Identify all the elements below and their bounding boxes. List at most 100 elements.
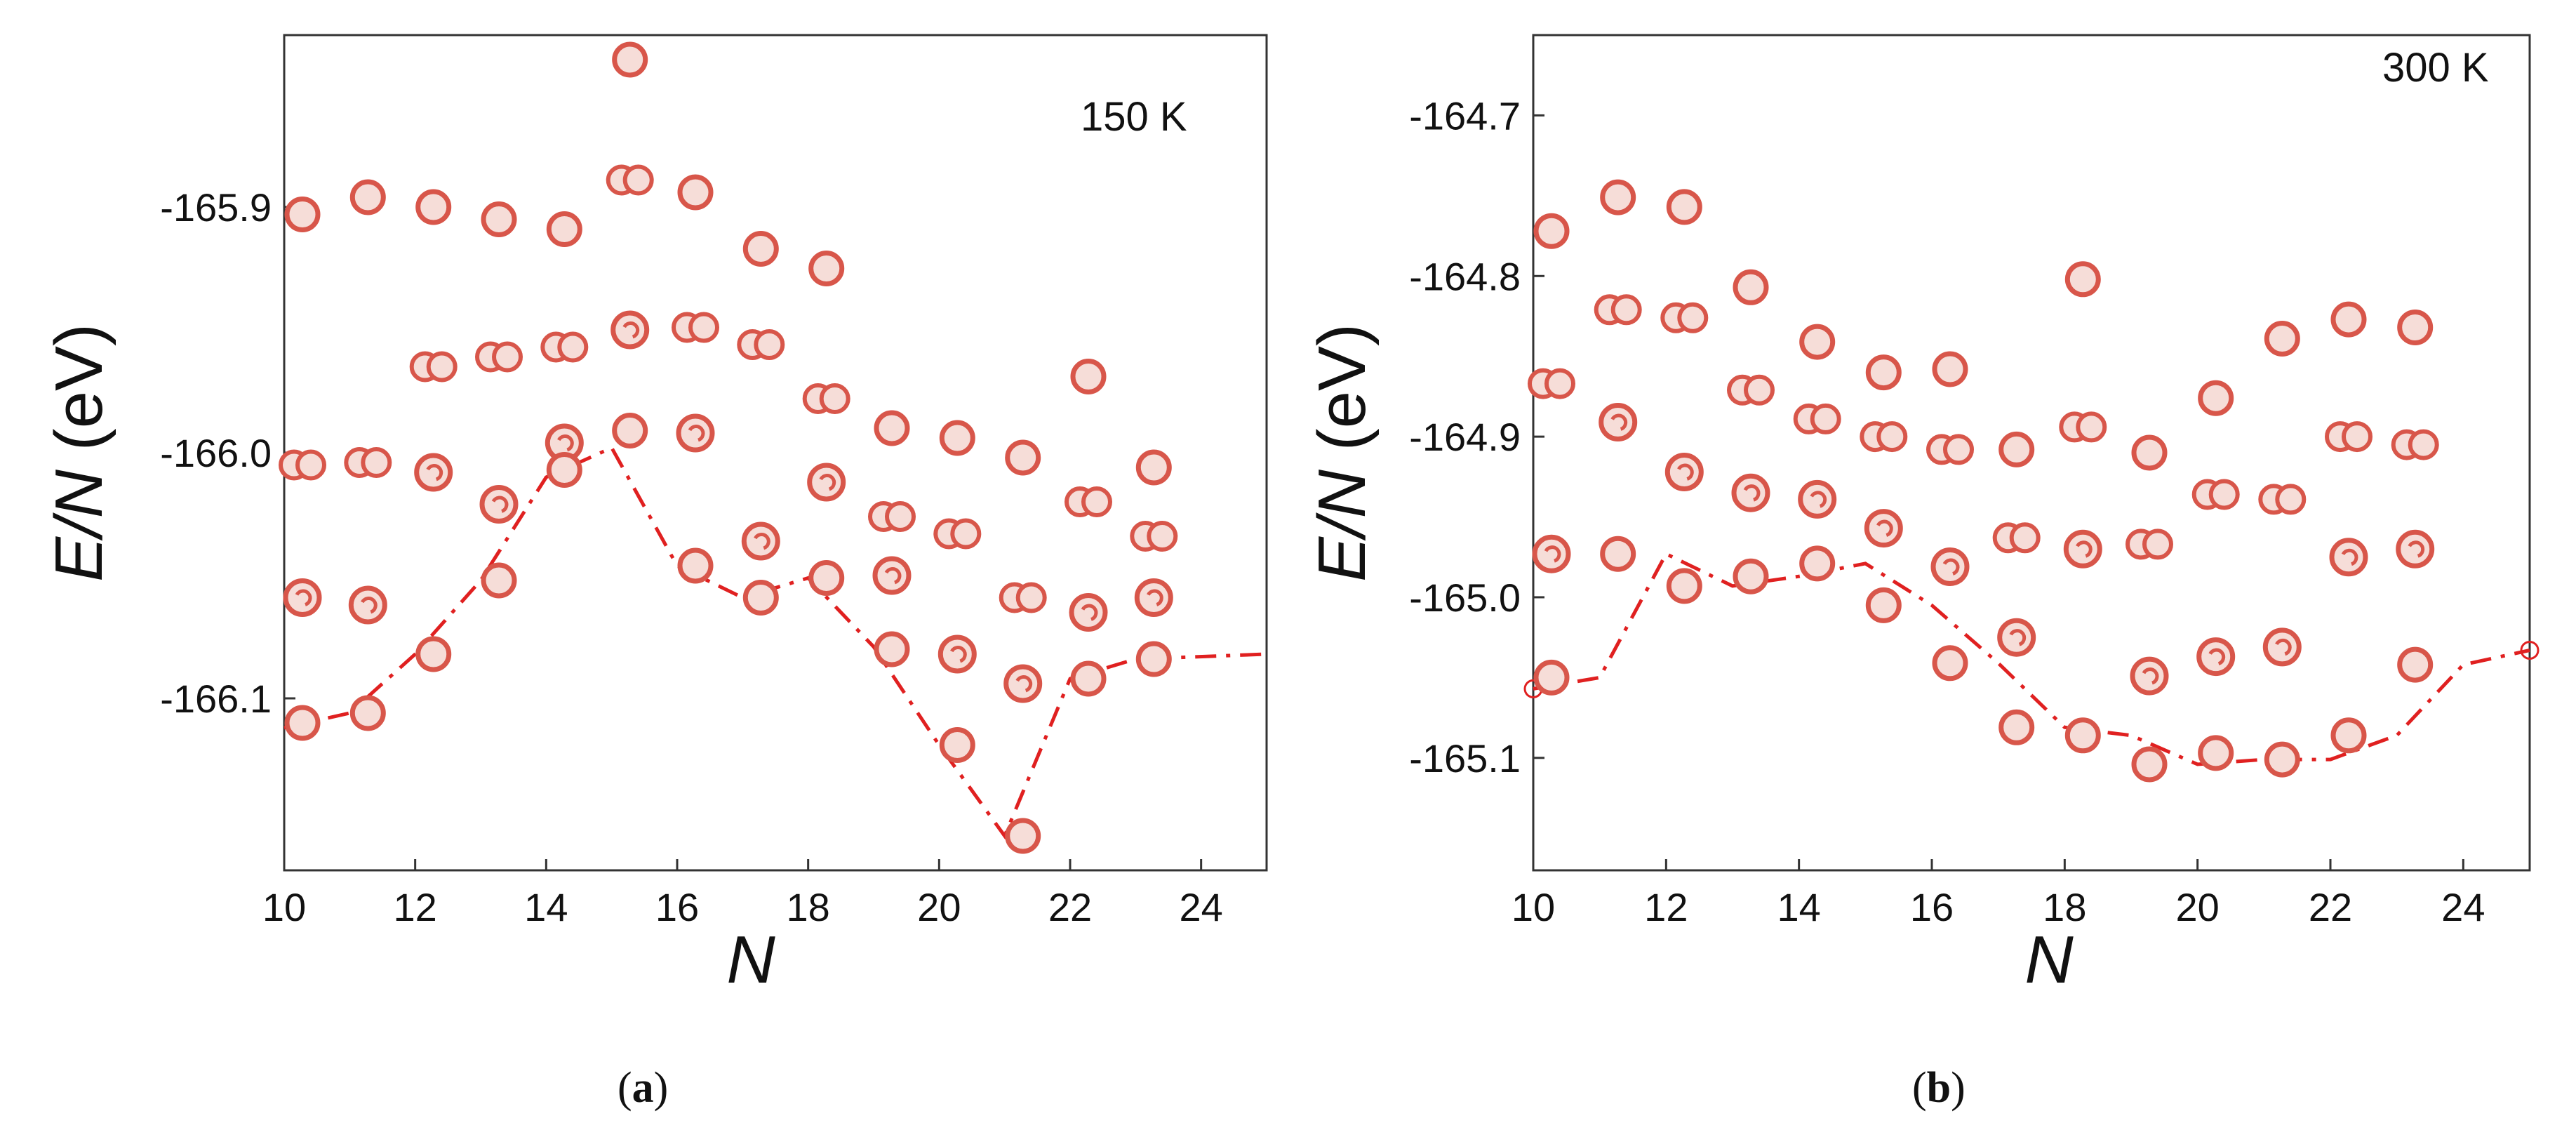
cluster-point — [1528, 368, 1575, 399]
cluster-point — [1660, 302, 1709, 333]
cluster-point — [481, 562, 517, 599]
panel-b-caption: (b) — [1912, 1064, 1966, 1112]
x-tick-label: 24 — [2441, 885, 2485, 929]
cluster-point — [1998, 431, 2035, 467]
cluster-point — [2262, 627, 2302, 667]
cluster-point — [1865, 587, 1902, 623]
x-tick-label: 22 — [2309, 885, 2352, 929]
cluster-point — [1130, 521, 1178, 552]
cluster-point — [2191, 479, 2240, 510]
cluster-point — [2264, 741, 2300, 778]
cluster-point — [737, 329, 785, 360]
x-tick-label: 10 — [262, 885, 306, 929]
panel-b-y-ticks: -164.7 -164.8 -164.9 -165.0 -165.1 — [1409, 93, 1544, 780]
cluster-point — [1864, 509, 1903, 548]
cluster-point — [1135, 641, 1172, 677]
panel-a-plot-frame — [283, 34, 1268, 872]
cluster-point — [348, 585, 387, 625]
cluster-point — [2064, 261, 2101, 298]
y-tick-label: -165.9 — [160, 185, 272, 230]
cluster-point — [2196, 637, 2236, 677]
panel-a-y-ticks: -165.9 -166.0 -166.1 — [160, 185, 295, 721]
cluster-point — [2125, 529, 2173, 560]
cluster-point — [1793, 403, 1841, 434]
x-tick-label: 20 — [917, 885, 961, 929]
cluster-point — [545, 423, 584, 463]
cluster-point — [874, 410, 910, 446]
panel-b-y-axis-label: E/N (eV) — [1304, 324, 1380, 582]
panel-a-x-ticks: 10 12 14 16 18 20 22 24 — [262, 859, 1223, 929]
panel-a-minimum-line — [283, 445, 1267, 840]
cluster-point — [1865, 354, 1902, 391]
x-tick-label: 10 — [1511, 885, 1555, 929]
panel-b-plot-frame — [1532, 34, 2531, 872]
cluster-point — [2391, 429, 2439, 460]
cluster-point — [1600, 536, 1636, 572]
cluster-point — [2329, 538, 2368, 577]
cluster-point — [284, 705, 321, 741]
cluster-point — [546, 452, 582, 488]
y-tick-label: -164.8 — [1409, 254, 1521, 298]
cluster-point — [2325, 421, 2373, 453]
cluster-point — [1135, 449, 1172, 486]
cluster-point — [283, 578, 322, 617]
cluster-point — [2059, 411, 2107, 443]
line-endpoint-marker — [2520, 640, 2540, 660]
cluster-point — [808, 251, 845, 286]
cluster-point — [2397, 310, 2434, 345]
x-tick-label: 18 — [2043, 885, 2086, 929]
cluster-point — [1005, 818, 1041, 854]
cluster-point — [677, 547, 714, 584]
cluster-point — [1733, 558, 1769, 594]
cluster-point — [284, 197, 321, 232]
cluster-point — [1731, 473, 1770, 512]
cluster-point — [1005, 439, 1041, 476]
cluster-point — [1666, 568, 1702, 604]
x-tick-label: 14 — [1777, 885, 1821, 929]
cluster-point — [1069, 593, 1108, 632]
panel-a-clusters — [279, 41, 1178, 854]
panel-b-chart: -164.7-164.8-164.9-165.0-165.1 10 12 14 16 1… — [1304, 34, 2540, 1112]
x-tick-label: 12 — [1644, 885, 1688, 929]
cluster-point — [1798, 479, 1837, 519]
cluster-point — [742, 231, 779, 267]
cluster-point — [1599, 403, 1638, 441]
cluster-point — [409, 351, 458, 383]
cluster-point — [677, 174, 714, 211]
cluster-point — [807, 463, 846, 502]
cluster-point — [1799, 324, 1836, 360]
cluster-point — [1533, 659, 1570, 696]
cluster-point — [676, 413, 715, 453]
cluster-point — [672, 312, 719, 343]
y-tick-label: -166.0 — [160, 431, 272, 475]
cluster-point — [2198, 380, 2234, 416]
panel-a-y-axis-label: E/N (eV) — [41, 324, 116, 582]
panel-a-x-axis-label: N — [726, 922, 775, 997]
cluster-point — [1998, 709, 2035, 745]
panel-a-temperature-label: 150 K — [1081, 94, 1187, 140]
cluster-point — [2131, 746, 2168, 783]
cluster-point — [1860, 421, 1908, 453]
cluster-point — [1733, 269, 1769, 305]
cluster-point — [1932, 351, 1968, 387]
cluster-point — [1727, 374, 1775, 406]
cluster-point — [344, 447, 392, 478]
cluster-point — [479, 485, 519, 524]
x-tick-label: 18 — [787, 885, 830, 929]
x-tick-label: 16 — [655, 885, 699, 929]
y-tick-label: -166.1 — [160, 677, 272, 721]
cluster-point — [349, 695, 386, 731]
cluster-point — [606, 164, 654, 196]
x-tick-label: 20 — [2176, 885, 2220, 929]
cluster-point — [481, 201, 517, 237]
cluster-point — [802, 383, 850, 414]
cluster-point — [414, 453, 453, 492]
cluster-point — [2330, 717, 2367, 754]
cluster-point — [1594, 294, 1642, 326]
x-tick-label: 14 — [524, 885, 568, 929]
cluster-point — [808, 560, 845, 596]
cluster-point — [1070, 359, 1107, 394]
cluster-point — [937, 634, 977, 674]
y-tick-label: -164.9 — [1409, 415, 1521, 459]
